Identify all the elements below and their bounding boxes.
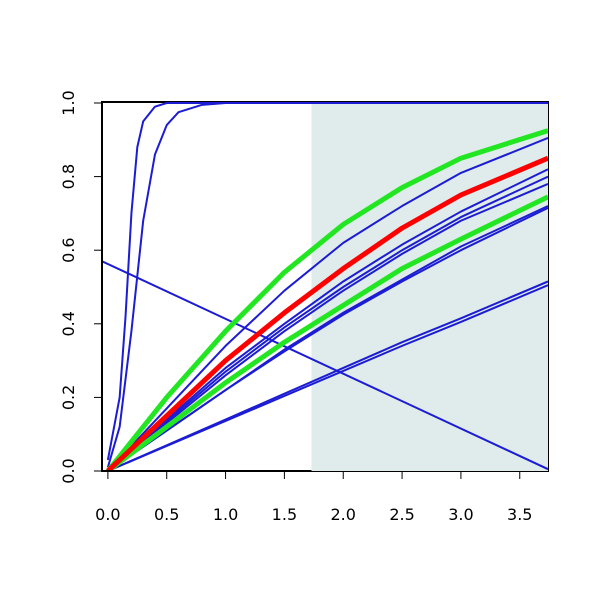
y-tick-label: 1.0 <box>59 90 78 115</box>
series-line <box>105 128 548 472</box>
series-line <box>107 137 548 472</box>
series-line <box>102 260 548 471</box>
x-tick-label: 3.5 <box>507 505 532 524</box>
y-tick-label: 0.2 <box>59 385 78 410</box>
x-tick-label: 2.5 <box>389 505 414 524</box>
series-line <box>107 168 548 472</box>
x-tick-label: 1.5 <box>272 505 297 524</box>
series-line <box>106 102 548 461</box>
y-tick-label: 0.6 <box>59 237 78 262</box>
series-line <box>106 194 548 472</box>
x-tick-label: 3.0 <box>448 505 473 524</box>
series-line <box>106 155 548 472</box>
x-tick-label: 0.5 <box>154 505 179 524</box>
y-tick-label: 0.4 <box>59 311 78 336</box>
x-tick-label: 1.0 <box>213 505 238 524</box>
y-tick-label: 0.8 <box>59 164 78 189</box>
series-line <box>106 102 548 468</box>
x-tick-label: 0.0 <box>95 505 120 524</box>
series-line <box>107 183 548 472</box>
series-line <box>107 175 548 472</box>
y-tick-label: 0.0 <box>59 458 78 483</box>
shaded-region <box>311 102 548 471</box>
series-line <box>107 284 548 472</box>
x-tick-label: 2.0 <box>331 505 356 524</box>
series-line <box>107 206 548 472</box>
